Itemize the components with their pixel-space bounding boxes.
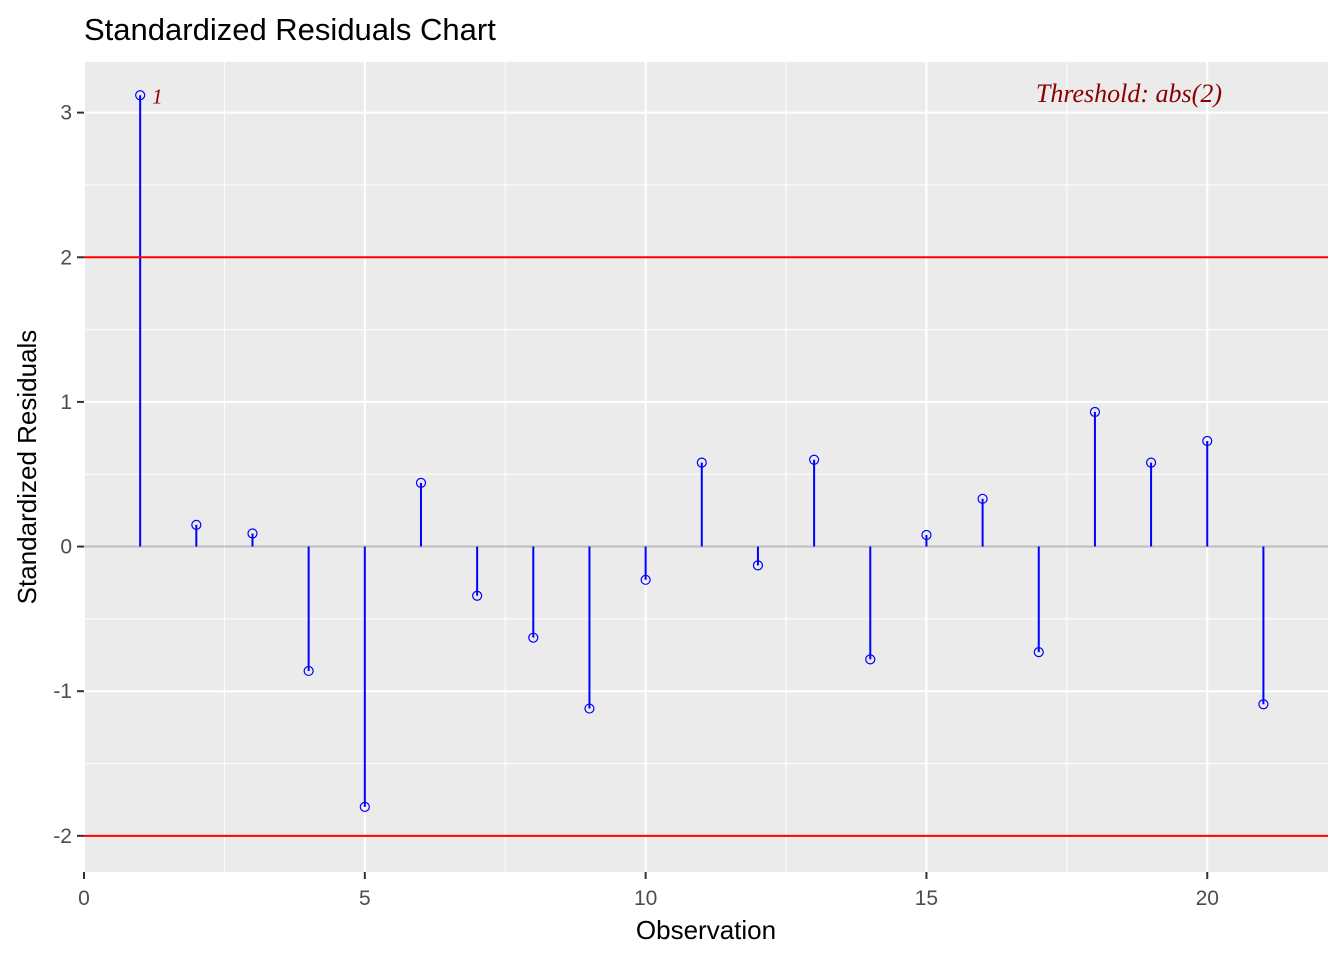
points: [135, 90, 1269, 813]
y-tick-label: 3: [60, 102, 72, 125]
residual-point: [921, 529, 932, 541]
residual-point: [752, 560, 764, 571]
residual-point: [472, 590, 483, 601]
residual-point: [696, 457, 707, 468]
residual-point: [191, 519, 202, 530]
x-tick-label: 15: [915, 887, 938, 910]
chart-title: Standardized Residuals Chart: [84, 12, 496, 47]
residual-point: [1089, 406, 1101, 418]
threshold-lines: [84, 256, 1328, 837]
x-tick-label: 0: [78, 887, 90, 910]
y-tick-label: -1: [53, 680, 72, 703]
x-axis: 0 5 10 15 20: [78, 872, 1219, 910]
x-tick-label: 5: [359, 887, 371, 910]
plot-panel: [84, 62, 1328, 872]
y-tick-label: 2: [60, 246, 72, 269]
grid-minor: [84, 62, 1328, 872]
threshold-annotation: Threshold: abs(2): [1036, 79, 1222, 108]
residual-point: [1202, 435, 1213, 447]
residual-point: [1145, 457, 1157, 468]
residual-point: [528, 632, 539, 643]
residual-point: [640, 574, 651, 585]
residual-point: [135, 90, 146, 101]
x-tick-label: 20: [1196, 887, 1219, 910]
x-tick-label: 10: [634, 887, 657, 910]
point-labels: 1: [152, 84, 163, 108]
residual-point: [584, 703, 595, 714]
residual-point: [1258, 699, 1269, 710]
stems: [139, 95, 1265, 807]
residual-point: [809, 454, 820, 465]
y-tick-label: -2: [53, 825, 72, 848]
residual-point: [359, 801, 370, 813]
residual-point: [1033, 647, 1044, 658]
residual-point: [865, 654, 876, 665]
point-label: 1: [152, 84, 163, 108]
residual-point: [247, 528, 258, 539]
residual-point: [977, 493, 988, 504]
residual-point: [415, 477, 427, 489]
y-tick-label: 1: [60, 391, 72, 414]
y-axis-title: Standardized Residuals: [12, 330, 42, 605]
residual-point: [303, 665, 314, 677]
y-tick-label: 0: [60, 536, 72, 559]
y-axis: -2 -1 0 1 2 3: [53, 102, 84, 848]
x-axis-title: Observation: [636, 915, 776, 945]
